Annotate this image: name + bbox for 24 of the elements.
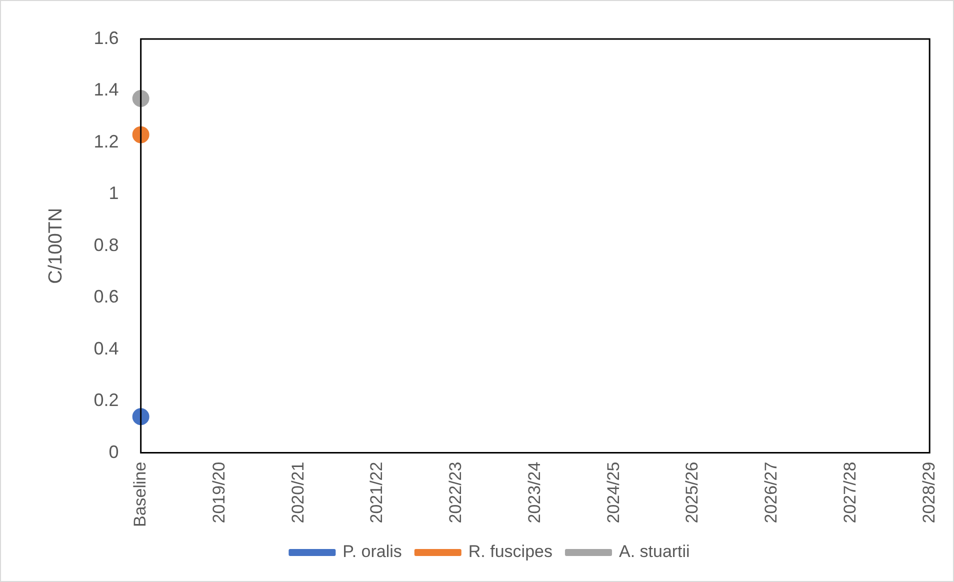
y-axis-title: C/100TN: [46, 208, 67, 284]
x-tick-label: 2019/20: [209, 462, 228, 524]
y-tick-label: 1.4: [94, 80, 119, 100]
x-tick-label: 2024/25: [604, 462, 623, 524]
legend-label: A. stuartii: [618, 542, 690, 562]
x-tick-label: 2021/22: [367, 462, 386, 524]
y-tick-label: 0.2: [94, 390, 119, 410]
y-tick-label: 0.6: [94, 286, 119, 307]
y-tick-label: 1.6: [94, 28, 119, 48]
x-tick-label: 2028/29: [919, 462, 938, 524]
legend-label: P. oralis: [342, 542, 402, 562]
y-tick-label: 0.4: [94, 338, 119, 358]
x-tick-label: 2020/21: [288, 462, 308, 524]
y-tick-label: 0.8: [94, 234, 119, 255]
x-tick-label: Baseline: [130, 462, 150, 528]
y-tick-label: 1.2: [94, 131, 119, 152]
x-tick-label: 2023/24: [524, 462, 544, 524]
x-tick-label: 2025/26: [682, 462, 702, 524]
y-tick-label: 0: [108, 442, 119, 462]
x-tick-label: 2022/23: [446, 462, 466, 524]
y-tick-label: 1: [108, 183, 119, 204]
x-tick-label: 2027/28: [840, 462, 860, 524]
x-tick-label: 2026/27: [762, 462, 781, 524]
legend-label: R. fuscipes: [468, 542, 552, 562]
